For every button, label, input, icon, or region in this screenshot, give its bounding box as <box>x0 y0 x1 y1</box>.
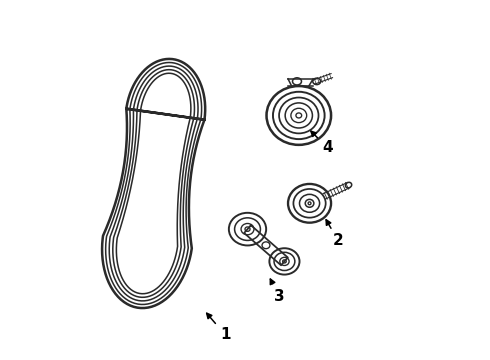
Text: 3: 3 <box>270 279 284 304</box>
Text: 2: 2 <box>326 220 343 248</box>
Text: 1: 1 <box>207 313 230 342</box>
Text: 4: 4 <box>311 131 333 155</box>
